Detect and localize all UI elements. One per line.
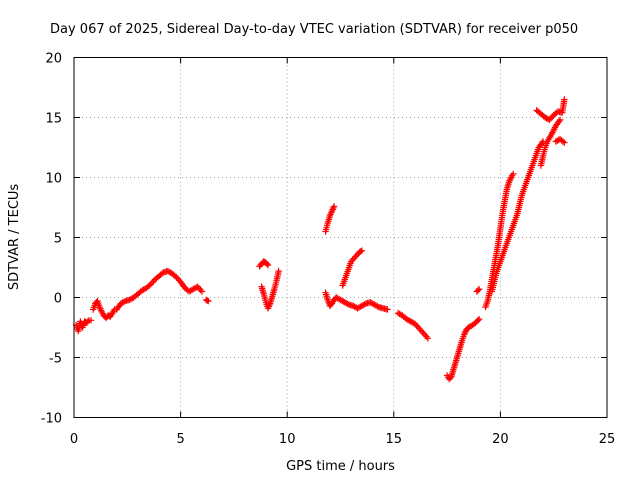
x-tick-label: 5: [176, 432, 184, 447]
data-point: [547, 115, 555, 122]
data-point: [417, 327, 425, 334]
x-axis-label: GPS time / hours: [286, 459, 395, 474]
data-point: [120, 298, 127, 306]
chart-title: Day 067 of 2025, Sidereal Day-to-day VTE…: [50, 22, 578, 37]
x-tick-label: 15: [386, 432, 403, 447]
x-tick-label: 25: [599, 432, 616, 447]
data-point: [193, 284, 200, 291]
data-point: [352, 253, 359, 260]
data-points: [72, 96, 568, 383]
data-point: [423, 333, 430, 340]
grid-layer: [74, 57, 607, 418]
plot-frame: [73, 57, 608, 418]
data-point: [146, 282, 153, 289]
data-point: [475, 285, 483, 293]
data-point: [351, 303, 358, 310]
data-point: [555, 118, 563, 125]
y-tick-label: 10: [45, 172, 62, 187]
data-point: [353, 251, 361, 259]
y-tick-label: 15: [45, 112, 62, 127]
x-tick-label: 20: [492, 432, 509, 447]
y-tick-label: -10: [41, 412, 62, 427]
data-point: [474, 287, 482, 294]
data-point: [87, 317, 95, 324]
data-point: [561, 96, 568, 103]
data-point: [420, 330, 427, 337]
data-point: [416, 325, 423, 332]
data-point: [171, 272, 179, 280]
y-tick-label: 0: [54, 292, 62, 307]
data-point: [384, 306, 391, 313]
data-point: [275, 267, 282, 275]
data-point: [561, 139, 568, 146]
data-point: [84, 318, 92, 325]
x-tick-label: 0: [70, 432, 78, 447]
data-point: [263, 260, 271, 268]
data-point: [424, 335, 432, 342]
y-tick-label: 20: [45, 52, 62, 67]
y-tick-label: 5: [54, 232, 62, 247]
y-tick-label: -5: [49, 352, 62, 367]
data-point: [421, 331, 429, 339]
data-point: [474, 317, 482, 324]
data-point: [205, 297, 212, 305]
data-point: [264, 261, 272, 269]
data-point: [358, 247, 366, 254]
x-tick-label: 10: [279, 432, 296, 447]
data-point: [350, 255, 358, 262]
data-point: [414, 323, 422, 331]
ticks-layer: 0 5 10 15 20 25 -10 -5 0 5 10 15 20: [41, 52, 616, 448]
data-point: [509, 170, 517, 178]
data-point: [475, 315, 483, 323]
data-point: [559, 138, 567, 145]
data-point: [556, 116, 564, 124]
data-point: [361, 301, 368, 308]
data-point: [374, 303, 381, 310]
data-point: [544, 115, 552, 123]
data-point: [344, 300, 351, 308]
y-axis-label: SDTVAR / TECUs: [7, 184, 22, 291]
data-point: [195, 285, 203, 292]
data-point: [419, 328, 426, 336]
data-point: [330, 203, 338, 210]
data-point: [198, 288, 206, 295]
